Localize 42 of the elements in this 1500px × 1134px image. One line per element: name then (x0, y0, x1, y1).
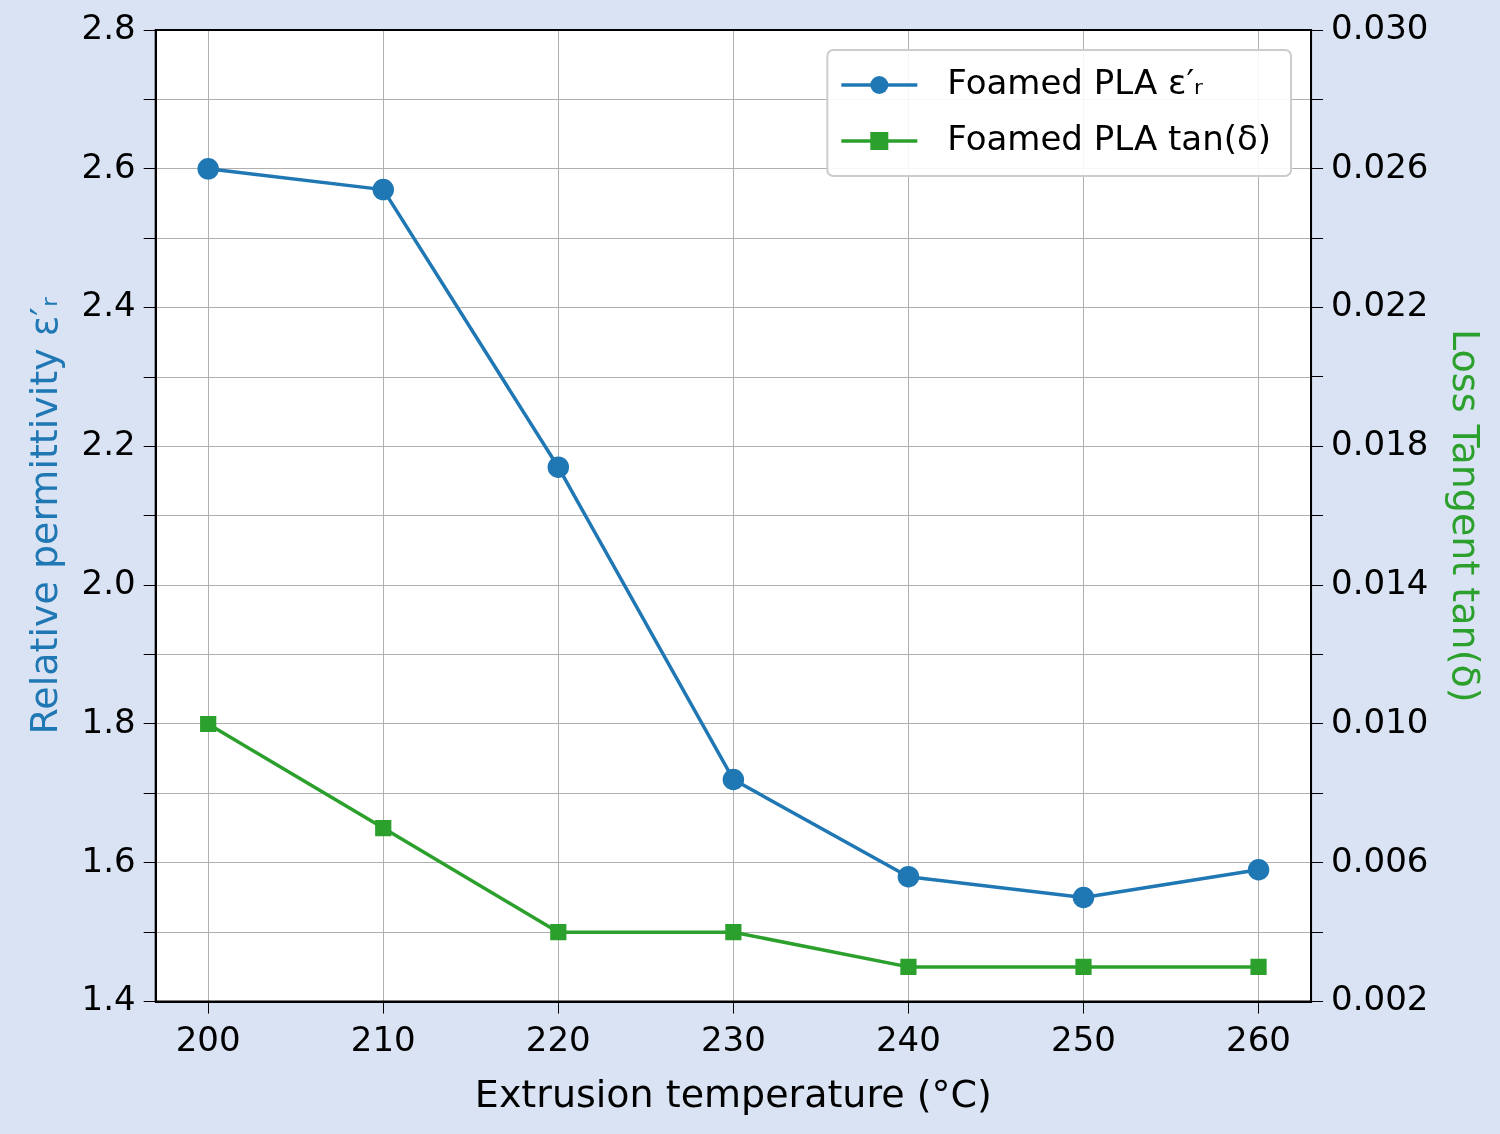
y2-tick-label: 0.022 (1331, 284, 1429, 325)
x-tick-label: 240 (875, 1018, 941, 1059)
legend-label: Foamed PLA tan(δ) (947, 117, 1272, 158)
y2-tick-label: 0.010 (1331, 700, 1429, 741)
point (375, 819, 392, 837)
point (372, 178, 394, 201)
y-tick-label: 2.0 (81, 562, 136, 603)
x-tick-label: 250 (1051, 1018, 1116, 1059)
point (725, 924, 742, 941)
point (722, 768, 745, 791)
y-tick-label: 1.6 (81, 839, 136, 880)
point (200, 715, 217, 733)
point (897, 865, 920, 888)
y2-tick-label: 0.018 (1331, 423, 1429, 464)
point (1250, 958, 1267, 976)
y-tick-label: 2.2 (81, 423, 136, 464)
point (1247, 858, 1270, 881)
y2-tick-label: 0.014 (1331, 562, 1429, 603)
y-tick-label: 2.4 (81, 284, 136, 325)
x-tick-label: 220 (525, 1018, 591, 1059)
legend-label: Foamed PLA ε′ᵣ (947, 61, 1204, 102)
y-tick-label: 1.8 (81, 700, 136, 741)
x-axis-title: Extrusion temperature (°C) (474, 1072, 992, 1117)
point (547, 456, 570, 478)
point (197, 158, 219, 180)
point (550, 924, 567, 941)
y-tick-label: 1.4 (81, 978, 136, 1019)
point (1075, 958, 1092, 976)
x-tick-label: 210 (350, 1018, 416, 1059)
y2-tick-label: 0.030 (1331, 6, 1429, 47)
point (1072, 886, 1095, 909)
y-axis-title: Relative permittivity ε′ᵣ (21, 297, 66, 735)
x-tick-label: 260 (1226, 1018, 1291, 1059)
point (900, 958, 917, 976)
x-tick-label: 230 (700, 1018, 766, 1059)
x-tick-label: 200 (175, 1018, 241, 1059)
y2-axis-title: Loss Tangent tan(δ) (1444, 329, 1489, 703)
y2-tick-label: 0.006 (1331, 839, 1429, 880)
y-tick-label: 2.8 (81, 6, 136, 47)
y2-tick-label: 0.026 (1331, 145, 1429, 186)
y-tick-label: 2.6 (81, 145, 136, 186)
y2-tick-label: 0.002 (1331, 978, 1429, 1019)
